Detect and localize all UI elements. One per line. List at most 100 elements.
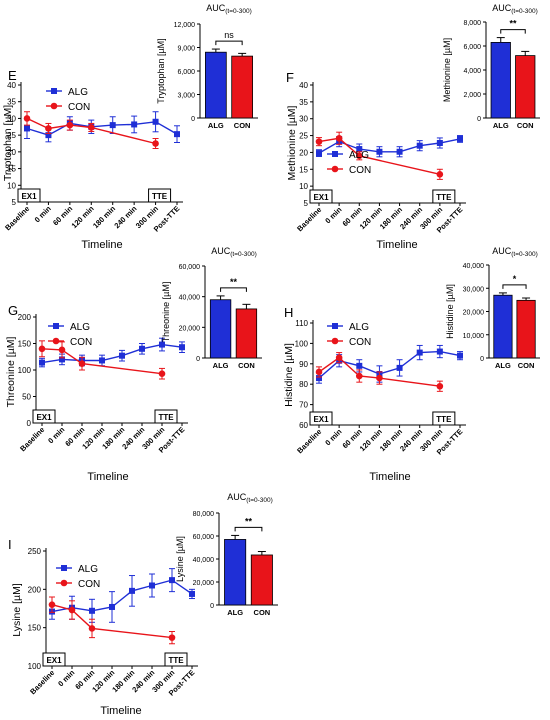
y-tick-label: 30 — [7, 114, 16, 123]
inset-y-tick-label: 9,000 — [177, 46, 195, 53]
y-tick-label: 5 — [304, 199, 309, 208]
inset-title-main: AUC — [492, 246, 512, 256]
inset-bar-con — [516, 299, 536, 359]
inset-bar-alg — [205, 51, 227, 119]
data-point-alg — [457, 135, 463, 142]
annotation-box — [309, 189, 333, 204]
data-point-alg — [139, 345, 145, 352]
legend-marker — [52, 337, 60, 345]
legend-label: ALG — [78, 564, 98, 575]
y-tick-label: 15 — [7, 165, 16, 174]
x-axis-label: Timeline — [376, 239, 417, 251]
y-tick-label: 40 — [7, 81, 16, 90]
inset-bar-alg — [493, 294, 513, 359]
data-point-con — [152, 140, 159, 147]
legend-label: CON — [78, 579, 100, 590]
data-point-con — [45, 125, 52, 132]
inset-bar-con — [515, 55, 536, 119]
y-tick-label: 100 — [18, 366, 32, 375]
y-tick-label: 150 — [18, 340, 32, 349]
series-line-alg — [26, 121, 178, 136]
significance-label: ** — [509, 19, 517, 29]
y-tick-label: 200 — [18, 313, 32, 322]
data-point-alg — [169, 577, 175, 584]
data-point-alg — [99, 357, 105, 364]
data-point-con — [168, 634, 176, 641]
inset-bar-con — [250, 554, 273, 606]
inset-y-axis-label: Threonine [µM] — [161, 282, 171, 343]
annotation-box — [42, 652, 66, 667]
data-point-con — [58, 346, 66, 354]
significance-label: ** — [230, 277, 238, 287]
y-tick-label: 70 — [299, 401, 308, 410]
data-point-alg — [416, 349, 423, 356]
data-point-alg — [436, 348, 443, 355]
x-axis-label: Timeline — [87, 471, 128, 483]
y-axis-label: Threonine [µM] — [5, 337, 17, 408]
y-tick-label: 0 — [27, 419, 32, 428]
data-point-alg — [59, 356, 65, 363]
x-axis-label: Timeline — [81, 239, 122, 251]
annotation-box-label: TTE — [168, 656, 184, 665]
inset-title: AUC(t=0-300) — [211, 246, 257, 258]
inset-x-tick-label: ALG — [495, 361, 511, 370]
y-tick-label: 40 — [299, 81, 308, 90]
y-tick-label: 200 — [28, 585, 42, 594]
data-point-alg — [396, 364, 403, 371]
legend-label: ALG — [70, 322, 90, 333]
inset-y-tick-label: 6,000 — [463, 44, 481, 51]
y-tick-label: 35 — [7, 98, 16, 107]
legend-marker — [331, 165, 339, 173]
data-point-alg — [457, 352, 463, 359]
x-axis-label: Timeline — [369, 471, 410, 483]
annotation-box-label: EX1 — [313, 415, 329, 424]
inset-y-tick-label: 20,000 — [193, 580, 215, 587]
inset-y-tick-label: 20,000 — [463, 310, 485, 317]
x-tick-label: Baseline — [295, 205, 323, 233]
inset-y-tick-label: 12,000 — [174, 22, 196, 29]
inset-y-tick-label: 40,000 — [179, 295, 201, 302]
legend-label: CON — [349, 165, 371, 176]
data-point-alg — [356, 362, 363, 369]
data-point-alg — [189, 590, 195, 597]
data-point-con — [335, 134, 343, 142]
inset-y-tick-label: 0 — [210, 603, 214, 610]
legend-label: CON — [68, 102, 90, 113]
data-point-con — [376, 374, 383, 382]
data-point-con — [78, 360, 86, 367]
data-point-alg — [316, 375, 322, 382]
significance-label: * — [513, 274, 517, 284]
inset-y-tick-label: 0 — [191, 116, 195, 123]
y-tick-label: 90 — [299, 360, 308, 369]
legend-label: CON — [70, 337, 92, 348]
y-tick-label: 20 — [7, 148, 16, 157]
inset-y-tick-label: 0 — [196, 356, 200, 363]
inset-title-main: AUC — [227, 492, 247, 502]
significance-bracket — [220, 287, 247, 292]
inset-title-main: AUC — [492, 3, 512, 13]
panel-label: G — [8, 303, 18, 318]
y-tick-label: 110 — [295, 319, 308, 328]
legend-label: ALG — [349, 322, 369, 333]
data-point-con — [315, 368, 323, 376]
panel-label: H — [284, 305, 293, 320]
inset-y-tick-label: 40,000 — [193, 557, 215, 564]
data-point-alg — [24, 125, 30, 132]
y-axis-label: Lysine [µM] — [11, 583, 23, 637]
series-line-alg — [318, 138, 461, 154]
annotation-box-label: EX1 — [46, 656, 62, 665]
significance-bracket — [215, 40, 243, 46]
data-point-alg — [152, 118, 159, 125]
data-point-con — [88, 625, 96, 632]
data-point-alg — [129, 587, 135, 594]
data-point-alg — [356, 146, 363, 153]
inset-y-tick-label: 60,000 — [179, 264, 201, 271]
data-point-con — [315, 138, 323, 145]
y-tick-label: 20 — [299, 148, 308, 157]
annotation-box — [32, 409, 56, 424]
inset-x-tick-label: CON — [254, 608, 271, 617]
inset-bar-alg — [490, 42, 511, 119]
inset-title-sub: (t=0-300) — [511, 8, 538, 15]
inset-y-tick-label: 0 — [480, 356, 484, 363]
